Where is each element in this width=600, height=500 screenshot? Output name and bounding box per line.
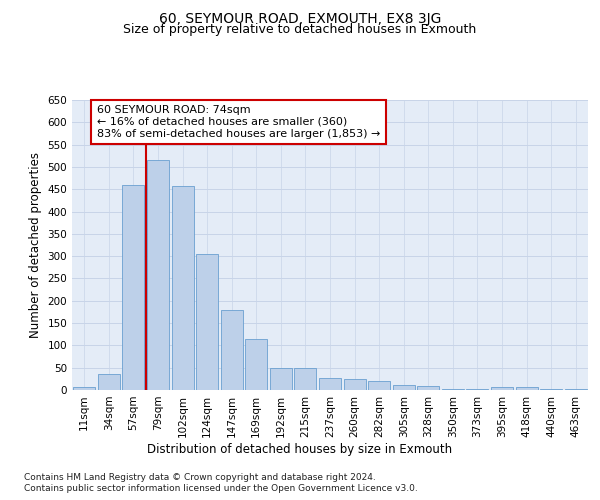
Bar — [319, 378, 341, 390]
Bar — [368, 381, 390, 390]
Bar — [344, 379, 365, 390]
Bar — [565, 388, 587, 390]
Text: Distribution of detached houses by size in Exmouth: Distribution of detached houses by size … — [148, 442, 452, 456]
Bar — [491, 388, 513, 390]
Bar — [442, 389, 464, 390]
Bar — [221, 310, 243, 390]
Bar — [295, 368, 316, 390]
Bar — [122, 185, 145, 390]
Bar — [196, 254, 218, 390]
Text: 60, SEYMOUR ROAD, EXMOUTH, EX8 3JG: 60, SEYMOUR ROAD, EXMOUTH, EX8 3JG — [159, 12, 441, 26]
Bar — [392, 384, 415, 390]
Y-axis label: Number of detached properties: Number of detached properties — [29, 152, 42, 338]
Text: 60 SEYMOUR ROAD: 74sqm
← 16% of detached houses are smaller (360)
83% of semi-de: 60 SEYMOUR ROAD: 74sqm ← 16% of detached… — [97, 106, 380, 138]
Bar — [98, 374, 120, 390]
Bar — [515, 388, 538, 390]
Bar — [73, 387, 95, 390]
Bar — [466, 388, 488, 390]
Bar — [245, 338, 268, 390]
Bar — [270, 368, 292, 390]
Bar — [540, 388, 562, 390]
Text: Contains HM Land Registry data © Crown copyright and database right 2024.: Contains HM Land Registry data © Crown c… — [24, 472, 376, 482]
Bar — [417, 386, 439, 390]
Text: Size of property relative to detached houses in Exmouth: Size of property relative to detached ho… — [124, 22, 476, 36]
Text: Contains public sector information licensed under the Open Government Licence v3: Contains public sector information licen… — [24, 484, 418, 493]
Bar — [172, 186, 194, 390]
Bar — [147, 160, 169, 390]
